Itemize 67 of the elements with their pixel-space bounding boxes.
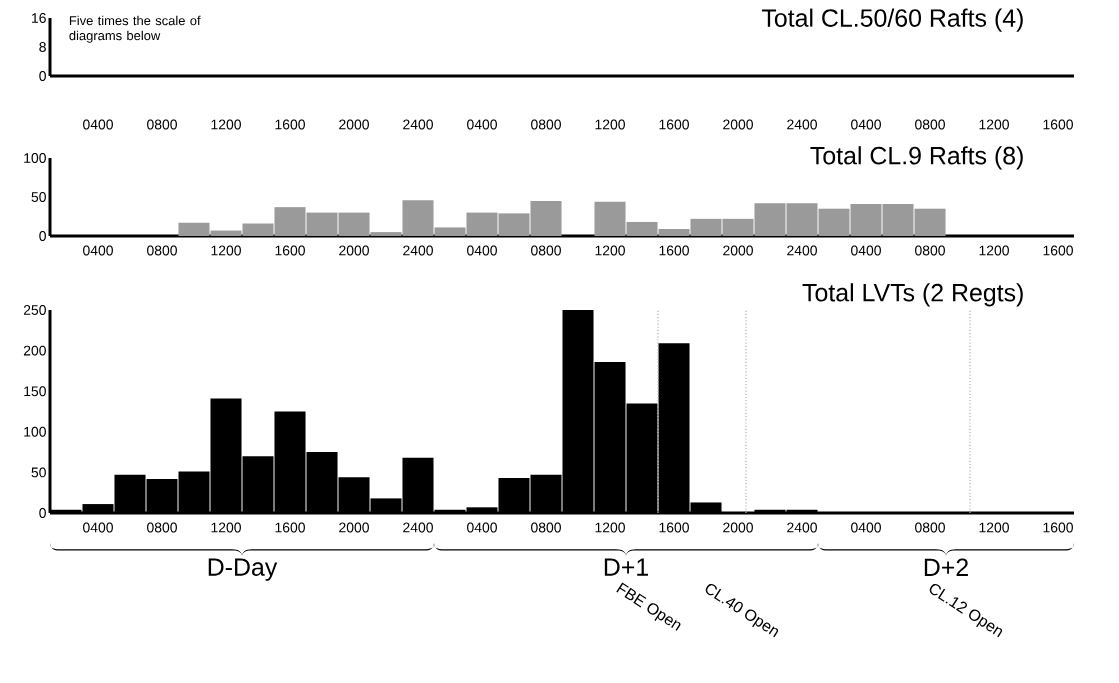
x-tick-label: 0800 [531,245,561,256]
y-tick-label: 8 [39,42,46,52]
text: D-Day [208,558,278,581]
y-tick-label: 100 [24,426,46,437]
x-tick-label: 2000 [339,119,369,130]
x-tick-label: 1600 [1043,522,1073,533]
x-tick-label: 0800 [915,522,945,533]
x-tick-label: 0400 [83,522,113,533]
x-tick-label: 0400 [851,245,881,256]
x-tick-label: 1600 [275,245,305,256]
x-tick-label: 1200 [211,245,241,256]
y-tick-label: 200 [23,345,46,356]
y-tick-label: 0 [39,71,46,81]
x-tick-label: 0400 [83,245,113,256]
y-tick-label: 50 [31,192,46,202]
x-tick-label: 0400 [467,119,497,130]
text: D+2 [924,558,968,576]
chart-title: Total CL.9 Rafts (8) [810,146,1023,170]
x-tick-label: 2000 [339,245,369,256]
y-tick-label: 50 [31,467,46,478]
x-tick-label: 1200 [979,119,1009,130]
y-tick-label: 0 [39,231,46,241]
x-tick-label: 2400 [403,522,433,533]
y-tick-label: 150 [24,386,46,397]
x-tick-label: 1600 [1043,245,1073,256]
x-tick-label: 0800 [147,119,177,130]
x-tick-label: 1600 [659,522,689,533]
x-tick-label: 1200 [595,522,625,533]
x-tick-label: 1200 [595,119,625,130]
x-tick-label: 0400 [467,522,497,533]
annotation: Five times the scale of diagrams below [69,15,201,43]
x-tick-label: 2400 [787,522,817,533]
x-tick-label: 0400 [851,119,881,130]
y-tick-label: 250 [23,305,46,315]
x-tick-label: 1200 [595,245,625,256]
x-tick-label: 1600 [1043,119,1073,130]
x-tick-label: 1600 [659,119,689,130]
text: D+1 [604,558,648,576]
x-tick-label: 2400 [403,245,433,256]
x-tick-label: 1200 [979,522,1009,533]
x-tick-label: 1600 [275,119,305,130]
x-tick-label: 0800 [147,522,177,533]
x-tick-label: 0800 [531,522,561,533]
x-tick-label: 1200 [979,245,1009,256]
x-tick-label: 2400 [787,119,817,130]
x-tick-label: 2000 [723,245,753,256]
x-tick-label: 0800 [147,245,177,256]
x-tick-label: 0400 [467,245,497,256]
x-tick-label: 2000 [723,119,753,130]
x-tick-label: 1600 [275,522,305,533]
x-tick-label: 1600 [659,245,689,256]
x-tick-label: 0400 [851,522,881,533]
x-tick-label: 2000 [339,522,369,533]
chart-title: Total CL.50/60 Rafts (4) [761,8,1023,32]
x-tick-label: 0800 [915,245,945,256]
x-tick-label: 0800 [531,119,561,130]
x-tick-label: 2400 [787,245,817,256]
x-tick-label: 1200 [211,522,241,533]
chart-title: Total LVTs (2 Regts) [802,283,1023,307]
x-tick-label: 2400 [403,119,433,130]
y-tick-label: 100 [24,153,46,163]
y-tick-label: 16 [32,13,46,23]
x-tick-label: 0800 [915,119,945,130]
x-tick-label: 2000 [723,522,753,533]
x-tick-label: 0400 [83,119,113,130]
y-tick-label: 0 [39,508,46,518]
x-tick-label: 1200 [211,119,241,130]
